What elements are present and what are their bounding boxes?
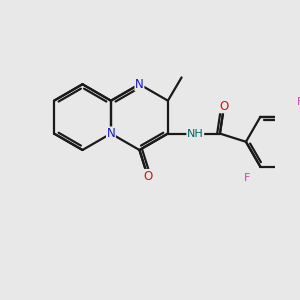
Text: O: O (219, 100, 229, 113)
Text: F: F (243, 172, 250, 183)
Text: F: F (297, 97, 300, 107)
Text: NH: NH (187, 129, 204, 139)
Text: N: N (106, 127, 115, 140)
Text: O: O (143, 169, 152, 182)
Text: N: N (135, 78, 144, 91)
